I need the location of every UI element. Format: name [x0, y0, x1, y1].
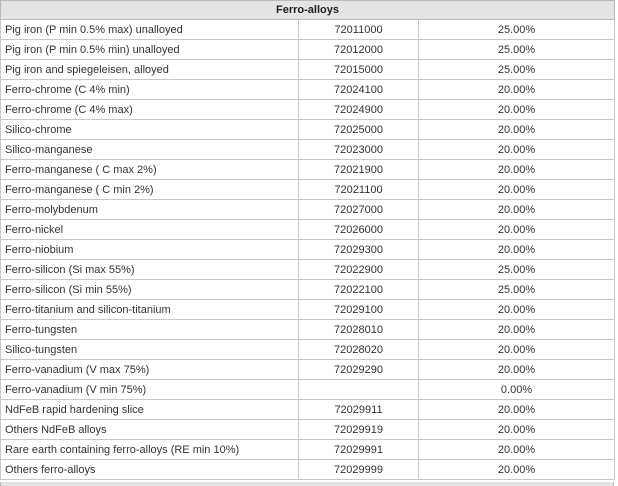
item-name: Ferro-silicon (Si min 55%): [0, 279, 299, 300]
tariff-rate: 20.00%: [417, 359, 616, 380]
table-row: Ferro-nickel 72026000 20.00%: [0, 219, 616, 240]
hs-code: 72012000: [298, 39, 419, 60]
table-row: Ferro-molybdenum 72027000 20.00%: [0, 199, 616, 220]
table-row: Pig iron (P min 0.5% max) unalloyed 72011…: [0, 19, 616, 40]
table-row: Pig iron and spiegeleisen, alloyed 720150…: [0, 59, 616, 80]
tariff-rate: 20.00%: [417, 199, 616, 220]
hs-code: 72029919: [298, 419, 419, 440]
table-row: NdFeB rapid hardening slice 72029911 20.00…: [0, 399, 616, 420]
tariff-rate: 20.00%: [417, 319, 616, 340]
tariff-rate: 20.00%: [417, 339, 616, 360]
table-row: Others NdFeB alloys 72029919 20.00%: [0, 419, 616, 440]
table-row: Ferro-manganese ( C max 2%) 72021900 20.00…: [0, 159, 616, 180]
hs-code: 72027000: [298, 199, 419, 220]
hs-code: 72029991: [298, 439, 419, 460]
hs-code: 72022900: [298, 259, 419, 280]
hs-code: 72029999: [298, 459, 419, 480]
hs-code: 72025000: [298, 119, 419, 140]
tariff-rate: 25.00%: [417, 259, 616, 280]
table-footer: [0, 482, 614, 486]
hs-code: 72029911: [298, 399, 419, 420]
tariff-rate: 20.00%: [417, 139, 616, 160]
tariff-rate: 20.00%: [417, 439, 616, 460]
hs-code: 72029290: [298, 359, 419, 380]
item-name: NdFeB rapid hardening slice: [0, 399, 299, 420]
item-name: Ferro-silicon (Si max 55%): [0, 259, 299, 280]
item-name: Ferro-molybdenum: [0, 199, 299, 220]
tariff-rate: 20.00%: [417, 459, 616, 480]
table-row: Ferro-silicon (Si max 55%) 72022900 25.00%: [0, 259, 616, 280]
tariff-rate: 20.00%: [417, 79, 616, 100]
item-name: Ferro-vanadium (V max 75%): [0, 359, 299, 380]
tariff-rate: 20.00%: [417, 99, 616, 120]
table-row: Ferro-vanadium (V max 75%) 72029290 20.00%: [0, 359, 616, 380]
item-name: Silico-tungsten: [0, 339, 299, 360]
table-row: Pig iron (P min 0.5% min) unalloyed 72012…: [0, 39, 616, 60]
hs-code: 72024100: [298, 79, 419, 100]
table-row: Silico-manganese 72023000 20.00%: [0, 139, 616, 160]
item-name: Ferro-manganese ( C max 2%): [0, 159, 299, 180]
item-name: Pig iron (P min 0.5% min) unalloyed: [0, 39, 299, 60]
table-row: Silico-tungsten 72028020 20.00%: [0, 339, 616, 360]
table-row: Ferro-manganese ( C min 2%) 72021100 20.00…: [0, 179, 616, 200]
table-title: Ferro-alloys: [0, 0, 616, 20]
item-name: Others NdFeB alloys: [0, 419, 299, 440]
tariff-rate: 25.00%: [417, 279, 616, 300]
table-row: Ferro-niobium 72029300 20.00%: [0, 239, 616, 260]
item-name: Ferro-titanium and silicon-titanium: [0, 299, 299, 320]
item-name: Ferro-tungsten: [0, 319, 299, 340]
hs-code: 72021100: [298, 179, 419, 200]
hs-code: 72015000: [298, 59, 419, 80]
item-name: Pig iron and spiegeleisen, alloyed: [0, 59, 299, 80]
table-row: Ferro-silicon (Si min 55%) 72022100 25.00%: [0, 279, 616, 300]
item-name: Ferro-chrome (C 4% max): [0, 99, 299, 120]
tariff-rate: 20.00%: [417, 219, 616, 240]
hs-code: [298, 379, 419, 400]
item-name: Others ferro-alloys: [0, 459, 299, 480]
table-row: Others ferro-alloys 72029999 20.00%: [0, 459, 616, 480]
hs-code: 72028020: [298, 339, 419, 360]
item-name: Ferro-chrome (C 4% min): [0, 79, 299, 100]
tariff-rate: 20.00%: [417, 419, 616, 440]
table-row: Ferro-tungsten 72028010 20.00%: [0, 319, 616, 340]
hs-code: 72024900: [298, 99, 419, 120]
table-row: Ferro-chrome (C 4% max) 72024900 20.00%: [0, 99, 616, 120]
tariff-rate: 20.00%: [417, 239, 616, 260]
hs-code: 72022100: [298, 279, 419, 300]
hs-code: 72021900: [298, 159, 419, 180]
table-row: Ferro-titanium and silicon-titanium 72029…: [0, 299, 616, 320]
tariff-rate: 0.00%: [417, 379, 616, 400]
item-name: Silico-chrome: [0, 119, 299, 140]
table-row: Ferro-chrome (C 4% min) 72024100 20.00%: [0, 79, 616, 100]
item-name: Ferro-vanadium (V min 75%): [0, 379, 299, 400]
hs-code: 72026000: [298, 219, 419, 240]
table-row: Ferro-vanadium (V min 75%) 0.00%: [0, 379, 616, 400]
tariff-rate: 20.00%: [417, 399, 616, 420]
hs-code: 72029100: [298, 299, 419, 320]
tariff-rate: 25.00%: [417, 59, 616, 80]
hs-code: 72023000: [298, 139, 419, 160]
hs-code: 72029300: [298, 239, 419, 260]
table-body: Pig iron (P min 0.5% max) unalloyed 72011…: [0, 19, 616, 480]
item-name: Ferro-manganese ( C min 2%): [0, 179, 299, 200]
hs-code: 72028010: [298, 319, 419, 340]
table-row: Rare earth containing ferro-alloys (RE m…: [0, 439, 616, 460]
table-row: Silico-chrome 72025000 20.00%: [0, 119, 616, 140]
tariff-rate: 25.00%: [417, 39, 616, 60]
hs-code: 72011000: [298, 19, 419, 40]
tariff-rate: 20.00%: [417, 159, 616, 180]
item-name: Rare earth containing ferro-alloys (RE m…: [0, 439, 299, 460]
tariff-rate: 20.00%: [417, 179, 616, 200]
tariff-rate: 25.00%: [417, 19, 616, 40]
item-name: Ferro-nickel: [0, 219, 299, 240]
tariff-rate: 20.00%: [417, 119, 616, 140]
tariff-rate: 20.00%: [417, 299, 616, 320]
item-name: Pig iron (P min 0.5% max) unalloyed: [0, 19, 299, 40]
item-name: Silico-manganese: [0, 139, 299, 160]
header-row: Ferro-alloys: [0, 0, 616, 20]
item-name: Ferro-niobium: [0, 239, 299, 260]
